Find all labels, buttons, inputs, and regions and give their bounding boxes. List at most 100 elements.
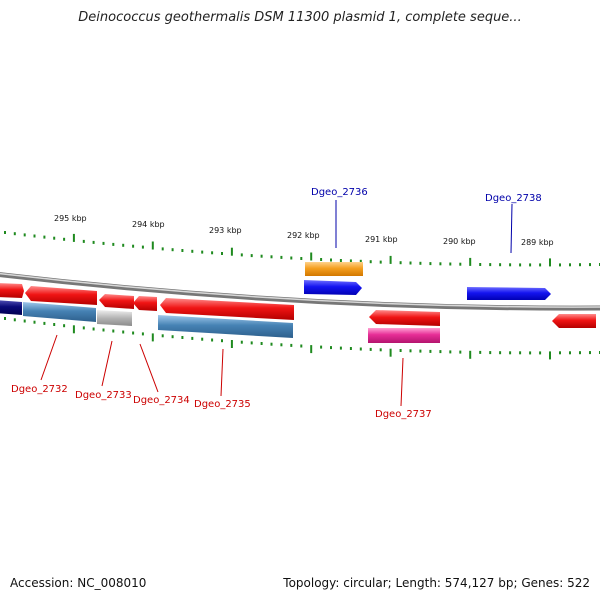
minor-tick (221, 252, 223, 255)
minor-tick (339, 259, 342, 262)
major-tick (151, 333, 154, 342)
gene-feature[interactable] (0, 300, 22, 315)
scale-label: 291 kbp (365, 235, 398, 244)
gene-arrow[interactable] (133, 296, 157, 311)
minor-tick (132, 331, 135, 335)
minor-tick (53, 236, 56, 240)
minor-tick (349, 259, 352, 263)
minor-tick (499, 263, 502, 267)
minor-tick (161, 334, 164, 338)
gene-arrow[interactable] (552, 314, 596, 328)
minor-tick (211, 251, 214, 255)
major-tick (72, 233, 75, 242)
gene-arrow[interactable] (25, 286, 97, 305)
minor-tick (429, 262, 432, 266)
gene-label[interactable]: Dgeo_2735 (194, 399, 251, 410)
minor-tick (509, 263, 512, 267)
gene-feature[interactable] (158, 315, 293, 338)
minor-tick (559, 351, 561, 355)
major-tick (230, 247, 233, 256)
scale-ticks-inner (4, 317, 600, 360)
minor-tick (92, 327, 95, 331)
minor-tick (280, 255, 283, 259)
minor-tick (539, 263, 542, 267)
minor-tick (439, 350, 442, 354)
minor-tick (161, 247, 164, 251)
gene-callout-lines (40, 200, 513, 407)
minor-tick (112, 329, 115, 333)
minor-tick (489, 263, 492, 267)
map-title: Deinococcus geothermalis DSM 11300 plasm… (78, 10, 522, 25)
minor-tick (102, 241, 105, 245)
minor-tick (221, 339, 223, 343)
minor-tick (300, 344, 303, 348)
minor-tick (320, 258, 323, 261)
scale-label: 290 kbp (443, 237, 476, 246)
minor-tick (141, 245, 144, 249)
minor-tick (409, 349, 412, 353)
minor-tick (539, 351, 542, 355)
gene-feature[interactable] (97, 310, 132, 326)
minor-tick (439, 262, 442, 266)
gene-label[interactable]: Dgeo_2734 (133, 395, 190, 406)
minor-tick (260, 342, 263, 345)
reverse-cog-track (0, 300, 440, 343)
minor-tick (489, 351, 492, 355)
minor-tick (290, 256, 293, 260)
major-tick (310, 252, 313, 261)
minor-tick (479, 263, 482, 266)
gene-arrow[interactable] (99, 294, 134, 309)
gene-feature[interactable] (23, 302, 96, 322)
scale-label: 295 kbp (54, 214, 87, 223)
minor-tick (63, 324, 66, 328)
minor-tick (449, 262, 452, 266)
genome-summary-text: Topology: circular; Length: 574,127 bp; … (283, 576, 590, 590)
minor-tick (82, 326, 85, 330)
scale-label: 289 kbp (521, 238, 554, 247)
gene-arrow[interactable] (467, 287, 551, 300)
minor-tick (349, 347, 352, 350)
gene-feature[interactable] (305, 262, 363, 276)
major-tick (72, 325, 75, 334)
minor-tick (330, 258, 332, 262)
minor-tick (122, 330, 125, 334)
minor-tick (211, 338, 214, 342)
gene-label[interactable]: Dgeo_2732 (11, 384, 68, 395)
minor-tick (579, 351, 581, 355)
major-tick (549, 351, 551, 360)
minor-tick (379, 260, 382, 264)
minor-tick (459, 350, 462, 354)
gene-arrow[interactable] (304, 280, 362, 295)
minor-tick (330, 346, 332, 350)
minor-tick (459, 262, 462, 266)
genome-backbone-highlight (0, 272, 600, 308)
gene-arrow[interactable] (160, 298, 294, 320)
minor-tick (589, 351, 591, 355)
minor-tick (240, 340, 243, 344)
minor-tick (429, 349, 432, 353)
minor-tick (141, 332, 144, 336)
major-tick (469, 350, 472, 359)
gene-label[interactable]: Dgeo_2737 (375, 409, 432, 420)
minor-tick (122, 243, 125, 247)
gene-label[interactable]: Dgeo_2733 (75, 390, 132, 401)
major-tick (389, 348, 392, 357)
minor-tick (529, 263, 532, 267)
minor-tick (529, 351, 532, 355)
minor-tick (449, 350, 452, 354)
major-tick (469, 257, 472, 266)
minor-tick (181, 336, 184, 339)
gene-label[interactable]: Dgeo_2738 (485, 193, 542, 204)
minor-tick (519, 351, 522, 355)
gene-arrow[interactable] (369, 310, 440, 326)
minor-tick (479, 350, 482, 354)
minor-tick (240, 253, 243, 257)
gene-label[interactable]: Dgeo_2736 (311, 187, 368, 198)
gene-feature[interactable] (368, 328, 440, 343)
gene-arrow[interactable] (0, 283, 24, 298)
minor-tick (270, 342, 273, 346)
forward-cog-track (305, 262, 363, 276)
minor-tick (369, 260, 372, 264)
minor-tick (63, 237, 66, 241)
